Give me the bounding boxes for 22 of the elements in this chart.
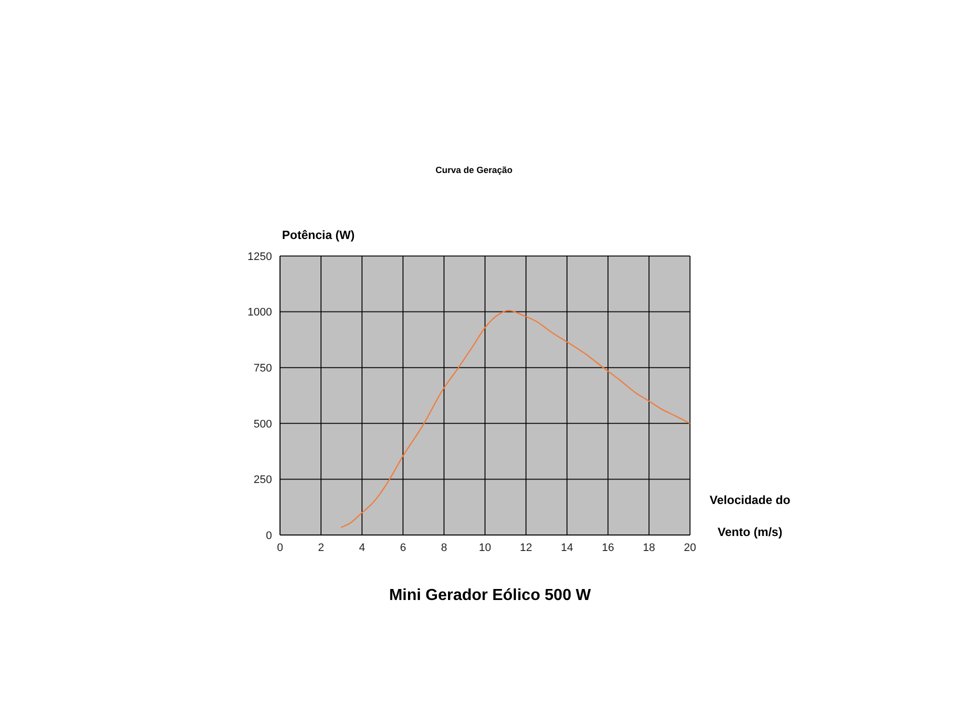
x-tick-label: 0 <box>276 542 284 554</box>
x-tick-label: 18 <box>642 542 656 554</box>
x-tick-label: 14 <box>560 542 574 554</box>
x-tick-label: 16 <box>602 542 614 554</box>
y-tick-label: 1250 <box>248 250 272 263</box>
y-tick-label: 500 <box>254 418 272 430</box>
line-series <box>340 310 690 528</box>
x-tick-label: 8 <box>440 542 448 554</box>
x-tick-label: 10 <box>478 542 492 554</box>
y-tick-label: 0 <box>266 530 272 542</box>
y-axis-title: Potência (W) <box>282 228 355 242</box>
x-tick-label: 12 <box>520 542 532 554</box>
text: Mini Gerador Eólico 500 W <box>388 587 592 605</box>
x-tick-label: 20 <box>684 542 696 554</box>
x-tick-label: 2 <box>318 542 324 554</box>
y-tick-label: 1000 <box>248 306 272 319</box>
x-tick-label: 4 <box>358 542 366 554</box>
chart-title: Curva de Geração <box>434 165 514 175</box>
y-tick-label: 250 <box>254 474 272 486</box>
x-tick-label: 6 <box>400 542 406 554</box>
y-tick-label: 750 <box>254 362 272 375</box>
text: Velocidade do Vento (m/s) <box>710 493 790 539</box>
